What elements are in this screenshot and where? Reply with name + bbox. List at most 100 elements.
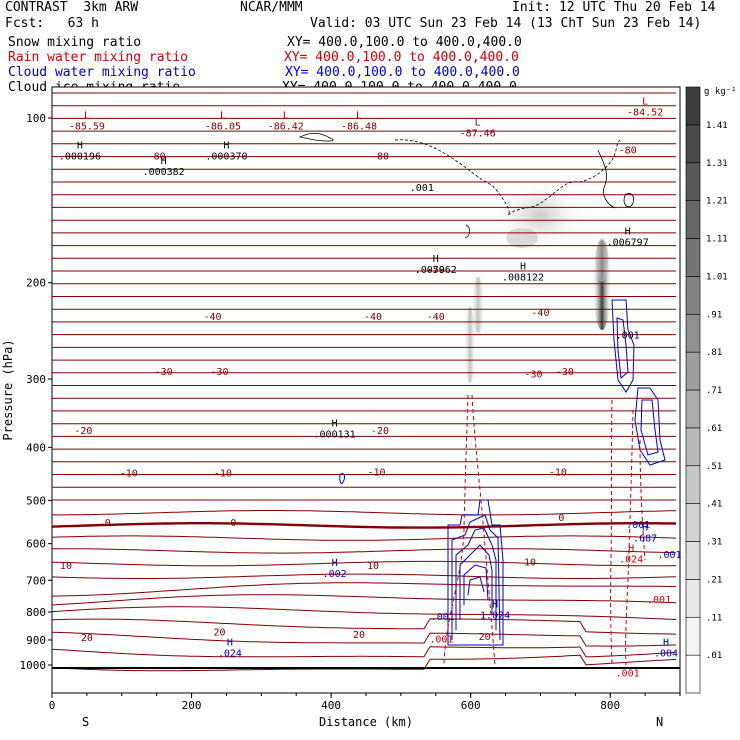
isotherm-label: 20 (213, 627, 225, 638)
snow-contour-north (597, 149, 616, 209)
isotherm-line (52, 573, 677, 579)
contour-label: .001 (410, 183, 434, 194)
colorbar-label: 1.11 (706, 235, 728, 245)
isotherm-line (52, 631, 677, 647)
snow-contour-bit (464, 224, 471, 239)
cloud-water-maximum-marker: H (492, 599, 498, 610)
colorbar-swatch (685, 654, 701, 694)
isotherm-label: -40 (364, 312, 382, 323)
temperature-minimum: -84.52 (627, 108, 663, 119)
colorbar-label: 1.01 (706, 272, 728, 282)
isotherm-line (52, 582, 677, 597)
cloud-water-maximum-marker: H (227, 638, 233, 649)
y-tick-label: 200 (26, 277, 46, 290)
snow-maximum: .000196 (59, 151, 101, 162)
colorbar-swatch (685, 276, 701, 315)
cloud-water-maximum: .687 (633, 534, 657, 545)
y-tick-label: 500 (26, 494, 46, 507)
isotherm-label: -10 (549, 467, 567, 478)
ice-plume-mid-a (472, 277, 484, 333)
institution-label: NCAR/MMM (240, 0, 303, 15)
ice-blob-upper-core (506, 228, 538, 248)
temperature-minimum: -86.42 (268, 122, 304, 133)
colorbar-swatch (685, 616, 701, 656)
cloud-water-maximum-marker: H (332, 558, 338, 569)
cloud-water-maximum: .002 (323, 569, 347, 580)
isotherm-label: -30 (210, 367, 228, 378)
snow-contours (298, 132, 634, 239)
temperature-minimum-marker: L (84, 111, 90, 122)
colorbar-label: .11 (706, 613, 722, 623)
zero-isotherm (52, 522, 677, 529)
snow-maximum-marker: H (332, 419, 338, 430)
colorbar-swatch (685, 389, 701, 429)
snow-maximum-marker: H (625, 226, 631, 237)
isotherm-label: -80 (148, 151, 166, 162)
isotherm-label: 20 (81, 633, 93, 644)
isotherm-line (52, 594, 677, 606)
y-axis: 100 200 300 400 500 600 700 800 900 1000 (20, 112, 52, 672)
isotherm-line (52, 618, 677, 635)
snow-maximum: .007962 (415, 265, 457, 276)
rain-contour-1 (443, 394, 469, 666)
cloud-water-maximum-marker: H (663, 638, 669, 649)
y-tick-label: 800 (26, 606, 46, 619)
colorbar-swatch (685, 200, 701, 239)
cw-contour-6 (467, 576, 485, 596)
colorbar-label: .51 (706, 462, 722, 472)
cloud-water-maximum: .024 (218, 649, 242, 660)
isotherm-lines (52, 92, 677, 672)
contour-label: .001 (657, 550, 681, 561)
temperature-minimum-marker: L (283, 111, 289, 122)
isotherm-line (52, 548, 677, 554)
temperature-minimum-marker: L (356, 111, 362, 122)
cw-contour-2 (451, 514, 501, 641)
snow-field-xy: XY= 400.0,100.0 to 400.0,400.0 (287, 35, 522, 50)
snow-maximum: .000382 (143, 167, 185, 178)
colorbar-swatch (685, 162, 701, 201)
colorbar-swatch (685, 503, 701, 542)
rain-maximum-marker: H (628, 544, 634, 555)
colorbar-label: 1.41 (706, 121, 728, 131)
colorbar-label: .41 (706, 500, 722, 510)
rain-contour-3 (610, 399, 613, 666)
rain-field-label: Rain water mixing ratio (8, 50, 189, 65)
model-title: CONTRAST 3km ARW (5, 0, 139, 15)
rain-maximum: .024 (619, 555, 643, 566)
isotherm-label: -30 (155, 367, 173, 378)
cloud-water-maximum: 1.024 (480, 610, 510, 621)
y-tick-label: 600 (26, 538, 46, 551)
colorbar-swatch (685, 313, 701, 353)
y-tick-label: 100 (26, 112, 46, 125)
temperature-minimum-marker: L (220, 111, 226, 122)
x-tick-label: 0 (49, 699, 56, 712)
y-tick-label: 300 (26, 373, 46, 386)
cloud-water-maximum: .004 (654, 649, 678, 660)
snow-maximum-marker: H (433, 254, 439, 265)
isotherm-label: -10 (367, 467, 385, 478)
isotherm-label: 10 (367, 561, 379, 572)
isotherm-label: -80 (371, 151, 389, 162)
colorbar-swatch (685, 351, 701, 391)
cw-contour-north-lower (634, 387, 666, 466)
snow-contour-main (394, 139, 621, 216)
x-tick-label: 600 (461, 699, 481, 712)
ice-plume-mid-b (465, 307, 475, 383)
isotherm-label: -10 (214, 468, 232, 479)
colorbar-swatch (685, 465, 701, 504)
x-axis: 0 200 400 600 800 (49, 693, 681, 712)
isotherm-label: 20 (353, 630, 365, 641)
colorbar-label: .81 (706, 348, 722, 358)
y-tick-label: 400 (26, 441, 46, 454)
temperature-minimum: -87.46 (460, 128, 496, 139)
isotherm-label: -30 (524, 369, 542, 380)
colorbar-label: .71 (706, 386, 722, 396)
colorbar-label: 1.31 (706, 159, 728, 169)
colorbar-label: .01 (706, 651, 722, 661)
colorbar-label: .91 (706, 310, 722, 320)
colorbar-swatch (685, 579, 701, 618)
isotherm-label: -20 (371, 426, 389, 437)
isotherm-label: 0 (105, 518, 111, 529)
contour-label: .001 (626, 520, 650, 531)
cw-contour-north-lower-inner (640, 399, 659, 456)
